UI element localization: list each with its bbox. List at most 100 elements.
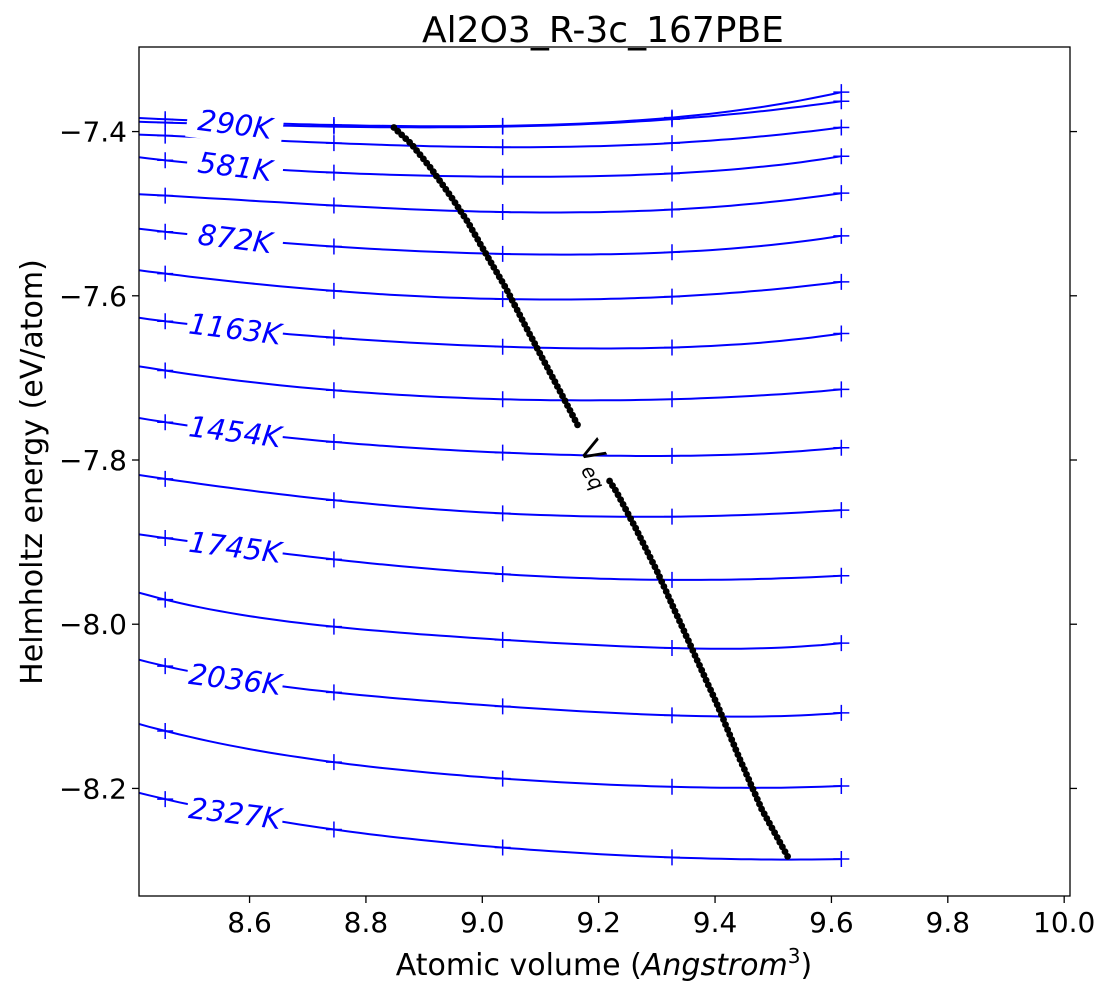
isotherm-marker (494, 444, 511, 461)
y-tick-label: −7.4 (59, 116, 127, 149)
isotherm-marker (833, 777, 850, 794)
isotherm-marker (663, 201, 680, 218)
isotherm-marker (833, 439, 850, 456)
isotherm-marker (494, 139, 511, 156)
isotherm-marker (833, 185, 850, 202)
curve-label-group: 581K (185, 143, 285, 191)
isotherm-marker (833, 635, 850, 652)
y-tick-label: −8.2 (59, 772, 127, 805)
isotherm-marker (833, 851, 850, 868)
isotherm-marker (325, 684, 342, 701)
isotherm-marker (663, 244, 680, 261)
curve-label: 872K (196, 217, 276, 260)
isotherm-marker (325, 618, 342, 635)
isotherm-marker (325, 821, 342, 838)
x-axis-label: Atomic volume (Angstrom3) (396, 944, 812, 983)
isotherm-marker (494, 168, 511, 185)
curve-label: 1454K (187, 409, 285, 454)
isotherm-marker (325, 135, 342, 152)
curve-label-group: 290K (185, 100, 285, 149)
y-tick-label: −7.8 (59, 444, 127, 477)
y-tick-label: −7.6 (59, 280, 127, 313)
isotherm-marker (663, 165, 680, 182)
isotherm-marker (157, 470, 174, 487)
x-tick-label: 9.0 (460, 906, 505, 939)
curve-label: 1163K (187, 307, 285, 352)
isotherm-marker (157, 223, 174, 240)
isotherm-marker (325, 382, 342, 399)
isotherm-marker (833, 704, 850, 721)
curve-label-gap (185, 143, 285, 191)
isotherm-marker (663, 640, 680, 657)
isotherm-marker (833, 148, 850, 165)
isotherm-marker (494, 391, 511, 408)
x-tick-label: 10.0 (1033, 906, 1095, 939)
isotherm-marker (157, 152, 174, 169)
isotherm-marker (494, 770, 511, 787)
curve-label-gap (185, 655, 285, 704)
isotherm-marker (663, 571, 680, 588)
curve-label-gap (185, 523, 285, 572)
isotherm-marker (833, 502, 850, 519)
isotherm-marker (833, 381, 850, 398)
isotherm-marker (157, 313, 174, 330)
isotherm-marker (663, 778, 680, 795)
isotherm-marker (494, 698, 511, 715)
isotherm-marker (325, 164, 342, 181)
curve-label: 581K (196, 145, 276, 188)
plot-frame (138, 46, 1071, 897)
isotherm-curve-10 (139, 474, 842, 518)
curve-label: 2327K (187, 791, 285, 836)
curve-label-group: 1163K (185, 305, 285, 353)
curve-label-group: 2327K (185, 789, 285, 838)
isotherm-marker (325, 238, 342, 255)
x-tick-label: 9.8 (926, 906, 971, 939)
isotherm-marker (157, 414, 174, 431)
chart-title: Al2O3_R-3c_167PBE (422, 10, 784, 51)
y-axis-label: Helmholtz energy (eV/atom) (15, 259, 50, 685)
isotherm-marker (157, 362, 174, 379)
isotherm-marker (157, 791, 174, 808)
isotherm-marker (325, 754, 342, 771)
isotherm-marker (663, 849, 680, 866)
curve-label-gap (185, 215, 285, 263)
veq-point (784, 853, 791, 860)
isotherm-marker (157, 722, 174, 739)
isotherm-marker (833, 273, 850, 290)
isotherm-marker (833, 227, 850, 244)
curve-label-gap (185, 408, 285, 456)
curve-label: 1745K (187, 525, 285, 570)
curve-label-gap (185, 305, 285, 353)
x-tick-label: 8.6 (227, 906, 272, 939)
isotherm-curve-6 (139, 269, 842, 301)
isotherm-marker (663, 508, 680, 525)
isotherm-marker (494, 631, 511, 648)
isotherm-curve-14 (139, 723, 842, 789)
curve-label-group: 2036K (185, 655, 285, 704)
x-tick-label: 8.8 (344, 906, 389, 939)
isotherm-marker (325, 282, 342, 299)
isotherm-marker (494, 245, 511, 262)
isotherm-marker (663, 707, 680, 724)
plot-data (139, 84, 850, 868)
isotherm-marker (157, 265, 174, 282)
curve-label: 2036K (187, 657, 285, 702)
x-tick-label: 9.6 (809, 906, 854, 939)
curve-label-group: 1745K (185, 523, 285, 572)
isotherm-marker (325, 551, 342, 568)
isotherm-marker (325, 433, 342, 450)
isotherm-curve-4 (139, 192, 842, 214)
isotherm-marker (157, 658, 174, 675)
isotherm-marker (833, 325, 850, 342)
isotherm-marker (157, 530, 174, 547)
y-tick-label: −8.0 (59, 608, 127, 641)
isotherm-curve-12 (139, 591, 842, 650)
isotherm-marker (325, 492, 342, 509)
curve-label-gap (185, 789, 285, 838)
isotherm-marker (833, 119, 850, 136)
isotherm-marker (663, 339, 680, 356)
isotherm-marker (663, 111, 680, 128)
isotherm-marker (157, 187, 174, 204)
axis-ticks: 8.6 8.8 9.0 9.2 9.4 9.6 9.8 10.0 −7.4 −7.6 −7.8 −8.… (59, 116, 1095, 939)
curve-label: 290K (196, 103, 276, 146)
